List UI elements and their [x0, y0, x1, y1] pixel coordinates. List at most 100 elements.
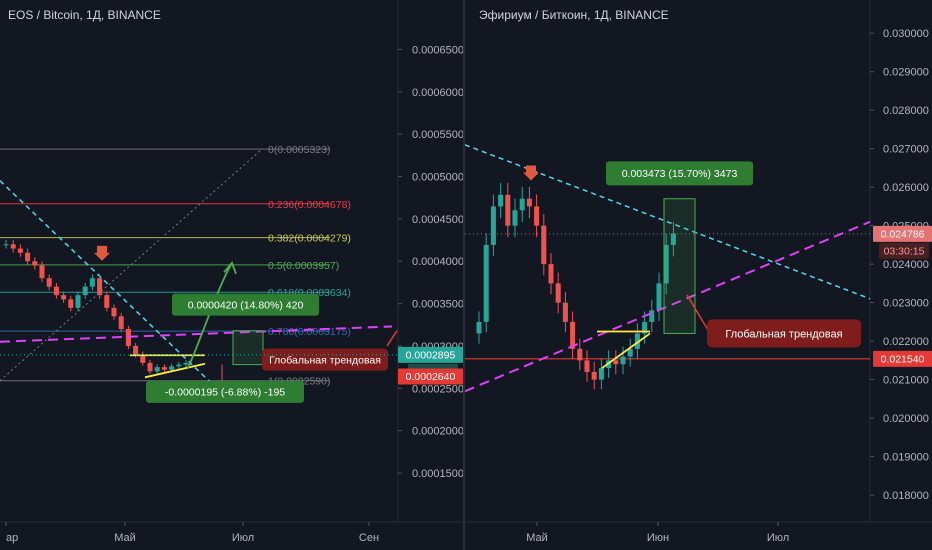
measure-down-label: -0.0000195 (-6.88%) -195 [165, 387, 285, 399]
current-price-tag: 0.024786 [881, 229, 925, 241]
right-candle [663, 244, 669, 284]
panel-divider[interactable] [463, 0, 465, 550]
triangle-bottom [144, 362, 206, 379]
red-price-tag: 0.021540 [881, 354, 925, 366]
right-candle [548, 264, 554, 284]
right-candle [570, 321, 576, 349]
left-candle [53, 286, 59, 296]
left-candle [3, 244, 9, 246]
left-candle [89, 278, 95, 287]
price-tick-label: 0.018000 [883, 490, 929, 502]
time-tick-label: ар [6, 532, 18, 544]
price-tick-label: 0.027000 [883, 144, 929, 156]
price-tick-label: 0.0004500 [412, 214, 463, 226]
left-candle [169, 366, 175, 370]
measure-up-label: 0.0000420 (14.80%) 420 [188, 299, 304, 311]
trend-label-box [262, 348, 388, 371]
time-tick-label: Сен [359, 532, 379, 544]
red-price-tag-box [873, 350, 932, 367]
right-chart-panel[interactable]: 0.030000 0.029000 0.028000 0.027000 0.026000… [465, 0, 932, 550]
descending-trendline [0, 180, 216, 388]
price-tick-label: 0.0006500 [412, 44, 463, 56]
trend-label-pointer [686, 294, 711, 334]
right-candle [584, 360, 590, 372]
price-tick-label: 0.020000 [883, 413, 929, 425]
fib-level-label: 0.382(0.0004279) [268, 233, 351, 245]
price-tick-label: 0.0002000 [412, 426, 463, 438]
right-candle [534, 206, 540, 226]
price-tick-label: 0.0003500 [412, 299, 463, 311]
price-tick-label: 0.0001500 [412, 468, 463, 480]
left-candle [46, 278, 52, 287]
peak-marker-arrow [94, 245, 110, 261]
right-chart-title: Эфириум / Биткоин, 1Д, BINANCE [479, 8, 669, 22]
trend-label-box [707, 319, 861, 348]
right-candle [642, 321, 648, 334]
price-tick-label: 0.023000 [883, 298, 929, 310]
measure-up-range [232, 330, 264, 366]
time-tick-label: Май [114, 532, 136, 544]
countdown-tag: 03:30:15 [884, 246, 925, 258]
right-candle [670, 233, 676, 245]
price-tick-label: 0.019000 [883, 452, 929, 464]
time-tick-label: Июл [767, 532, 789, 544]
left-chart-title: EOS / Bitcoin, 1Д, BINANCE [8, 8, 161, 22]
trend-label-pointer [386, 330, 398, 347]
fib-level-label: 0(0.0005323) [268, 144, 330, 156]
left-candle [61, 295, 67, 300]
price-tick-label: 0.0005000 [412, 172, 463, 184]
time-tick-label: Июл [232, 532, 254, 544]
measure-up-range [663, 198, 696, 334]
price-tick-label: 0.024000 [883, 259, 929, 271]
right-candle [505, 194, 511, 226]
current-price-tag-box [873, 225, 932, 242]
measure-up-label: 0.003473 (15.70%) 3473 [622, 168, 738, 180]
right-candle [519, 198, 525, 211]
global-trendline [465, 220, 871, 393]
red-price-tag-box [398, 368, 463, 385]
right-candle [562, 302, 568, 322]
fib-level-label: 0.236(0.0004678) [268, 199, 351, 211]
right-candle [598, 368, 604, 380]
left-candle [183, 362, 189, 365]
left-candle [147, 362, 153, 372]
fib-diagonal-line [0, 148, 263, 382]
left-candle [133, 345, 139, 355]
left-candle [25, 252, 31, 262]
right-candle [483, 244, 489, 322]
price-tick-label: 0.028000 [883, 105, 929, 117]
right-candle [591, 371, 597, 380]
left-candle [154, 367, 160, 372]
left-candle [82, 286, 88, 296]
trend-label: Глобальная трендовая [725, 328, 842, 340]
right-chart-svg[interactable]: 0.030000 0.029000 0.028000 0.027000 0.026000… [465, 0, 932, 550]
time-tick-label: Июн [647, 532, 669, 544]
right-candle [555, 283, 561, 303]
right-candle [613, 360, 619, 365]
time-tick-label: Май [526, 532, 548, 544]
global-trendline [0, 325, 393, 343]
price-tick-label: 0.0005500 [412, 129, 463, 141]
left-candle [118, 316, 124, 330]
left-candle [97, 278, 103, 296]
price-tick-label: 0.026000 [883, 182, 929, 194]
measure-down-label-box [146, 380, 304, 403]
right-candle [634, 333, 640, 349]
countdown-tag-box [879, 242, 929, 259]
left-candle [75, 295, 81, 308]
left-chart-svg[interactable]: 0.0006500 0.0006000 0.0005500 0.0005000 0.00… [0, 0, 463, 550]
right-candle [476, 321, 482, 334]
left-candle [10, 244, 16, 249]
right-candle [656, 283, 662, 311]
price-tick-label: 0.022000 [883, 336, 929, 348]
current-price-tag-box [398, 346, 463, 363]
right-candle [526, 198, 532, 207]
triangle-bottom [601, 332, 651, 369]
left-chart-panel[interactable]: 0.0006500 0.0006000 0.0005500 0.0005000 0.00… [0, 0, 463, 550]
current-price-tag: 0.0002895 [406, 350, 456, 362]
peak-marker-arrow [523, 165, 539, 181]
projection-arrowhead [223, 261, 237, 275]
fib-level-label: 0.786(0.0003175) [268, 326, 351, 338]
fib-level-label: 0.5(0.0003957) [268, 260, 339, 272]
price-tick-label: 0.029000 [883, 67, 929, 79]
